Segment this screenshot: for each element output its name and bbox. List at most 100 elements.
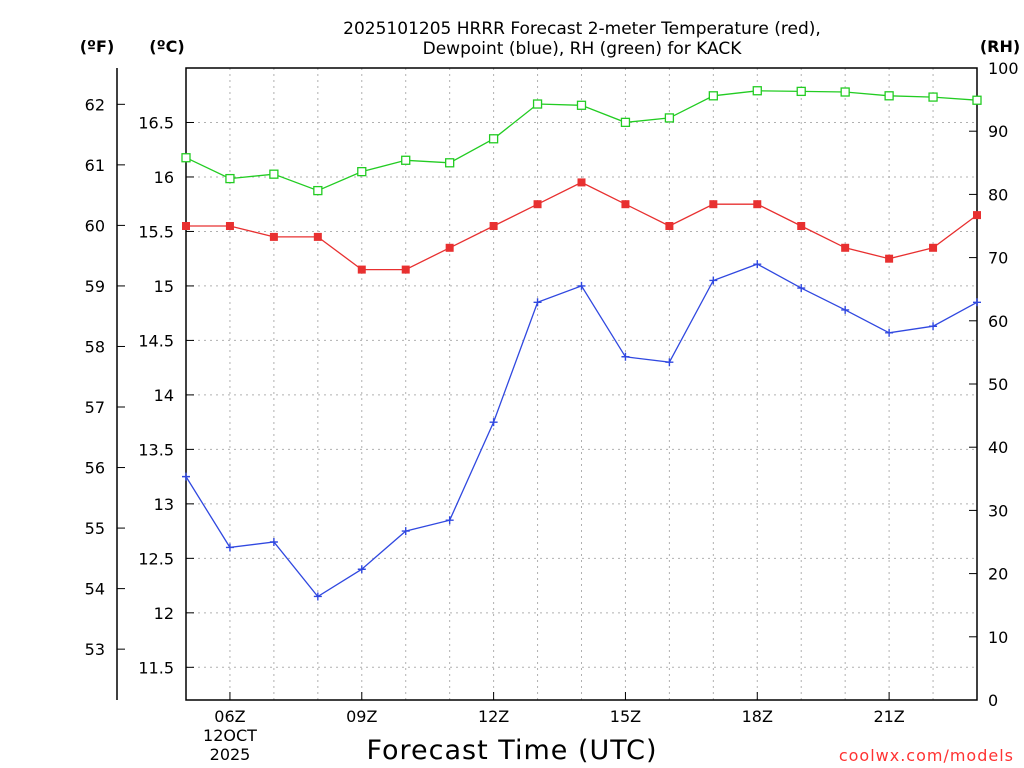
temperature-series (182, 178, 981, 274)
rh-point (576, 100, 587, 110)
grid-lines (186, 68, 977, 700)
x-tick-label: 15Z (610, 707, 641, 726)
c-tick-label: 11.5 (138, 658, 174, 677)
dewpoint-point (577, 281, 586, 290)
f-tick-label: 62 (85, 95, 105, 114)
c-tick-label: 16 (154, 168, 174, 187)
dewpoint-point (885, 328, 894, 337)
rh-tick-label: 30 (988, 501, 1008, 520)
x-tick-label: 18Z (742, 707, 773, 726)
dewpoint-point (709, 276, 718, 285)
temperature-point (885, 254, 894, 263)
temperature-point (973, 211, 981, 220)
rh-tick-label: 0 (988, 691, 998, 710)
f-tick-label: 55 (85, 519, 105, 538)
rh-point (840, 87, 850, 97)
date-label-day: 12OCT (203, 726, 257, 745)
temperature-point (313, 232, 322, 241)
c-tick-label: 12.5 (138, 549, 174, 568)
dewpoint-point (665, 358, 674, 367)
rh-ticks: 0 10 20 30 40 50 60 70 80 90 100 (969, 59, 1019, 710)
rh-point (488, 134, 499, 144)
rh-point (708, 91, 718, 101)
c-tick-label: 16.5 (138, 113, 174, 132)
rh-point (752, 86, 762, 96)
dewpoint-point (797, 284, 806, 293)
f-tick-label: 53 (85, 640, 105, 659)
series-layer (181, 86, 982, 601)
temperature-point (841, 243, 850, 252)
rh-point (313, 185, 323, 196)
rh-tick-label: 60 (988, 312, 1008, 331)
plot-frame (185, 67, 978, 701)
x-tick-label: 06Z (214, 707, 245, 726)
rh-tick-label: 70 (988, 249, 1008, 268)
temperature-point (401, 265, 410, 274)
x-tick-label: 12Z (478, 707, 509, 726)
temperature-point (929, 243, 938, 252)
dewpoint-point (182, 472, 190, 481)
x-axis-label: Forecast Time (UTC) (366, 735, 657, 766)
dewpoint-point (489, 418, 498, 427)
x-tick-label: 21Z (873, 707, 904, 726)
temperature-point (225, 222, 234, 230)
time-ticks: 06Z 09Z 12Z 15Z 18Z 21Z (214, 692, 905, 726)
dewpoint-point (357, 565, 366, 574)
f-tick-label: 60 (85, 216, 105, 235)
rh-point (972, 95, 982, 105)
temperature-point (577, 178, 586, 187)
dewpoint-point (929, 322, 938, 331)
celsius-ticks: 11.5 12 12.5 13 13.5 14 14.5 15 15.5 16 16.5 (138, 113, 194, 677)
temperature-point (269, 232, 278, 241)
temperature-point (753, 200, 762, 209)
rh-unit-label: (RH) (980, 37, 1020, 56)
f-tick-label: 59 (85, 277, 105, 296)
fahrenheit-unit-label: (ºF) (80, 37, 115, 56)
temperature-point (533, 200, 542, 209)
temperature-point (665, 222, 674, 230)
rh-point (401, 155, 411, 165)
rh-point (884, 91, 894, 101)
rh-point (225, 173, 235, 184)
dewpoint-line (185, 263, 978, 598)
x-tick-label: 09Z (346, 707, 377, 726)
rh-point (532, 99, 543, 109)
c-tick-label: 13 (154, 495, 174, 514)
rh-tick-label: 90 (988, 122, 1008, 141)
c-tick-label: 14.5 (138, 331, 174, 350)
rh-point (181, 153, 191, 163)
chart-title-line1: 2025101205 HRRR Forecast 2-meter Tempera… (343, 19, 821, 39)
fahrenheit-ticks: 53 54 55 56 57 58 59 60 61 62 (85, 95, 125, 659)
f-tick-label: 54 (85, 580, 105, 599)
c-tick-label: 12 (154, 604, 174, 623)
rh-point (796, 86, 806, 97)
dewpoint-point (753, 260, 762, 269)
celsius-unit-label: (ºC) (149, 37, 184, 56)
temperature-point (709, 200, 718, 209)
c-tick-label: 13.5 (138, 440, 174, 459)
rh-tick-label: 40 (988, 438, 1008, 457)
dewpoint-point (533, 298, 542, 307)
dewpoint-point (841, 305, 850, 314)
rh-point (664, 113, 675, 123)
f-tick-label: 56 (85, 459, 105, 478)
rh-tick-label: 80 (988, 185, 1008, 204)
dewpoint-series (182, 260, 981, 601)
c-tick-label: 15 (154, 277, 174, 296)
temperature-point (445, 243, 454, 252)
rh-point (357, 166, 367, 177)
dewpoint-point (313, 592, 322, 601)
rh-point (620, 117, 631, 128)
temperature-point (357, 265, 366, 274)
c-tick-label: 14 (154, 386, 174, 405)
rh-tick-label: 50 (988, 375, 1008, 394)
rh-series (181, 86, 982, 196)
dewpoint-point (621, 352, 630, 361)
dewpoint-point (445, 516, 454, 525)
rh-tick-label: 10 (988, 628, 1008, 647)
temperature-point (797, 222, 806, 230)
temperature-point (621, 200, 630, 209)
f-tick-label: 57 (85, 398, 105, 417)
rh-point (928, 92, 938, 102)
